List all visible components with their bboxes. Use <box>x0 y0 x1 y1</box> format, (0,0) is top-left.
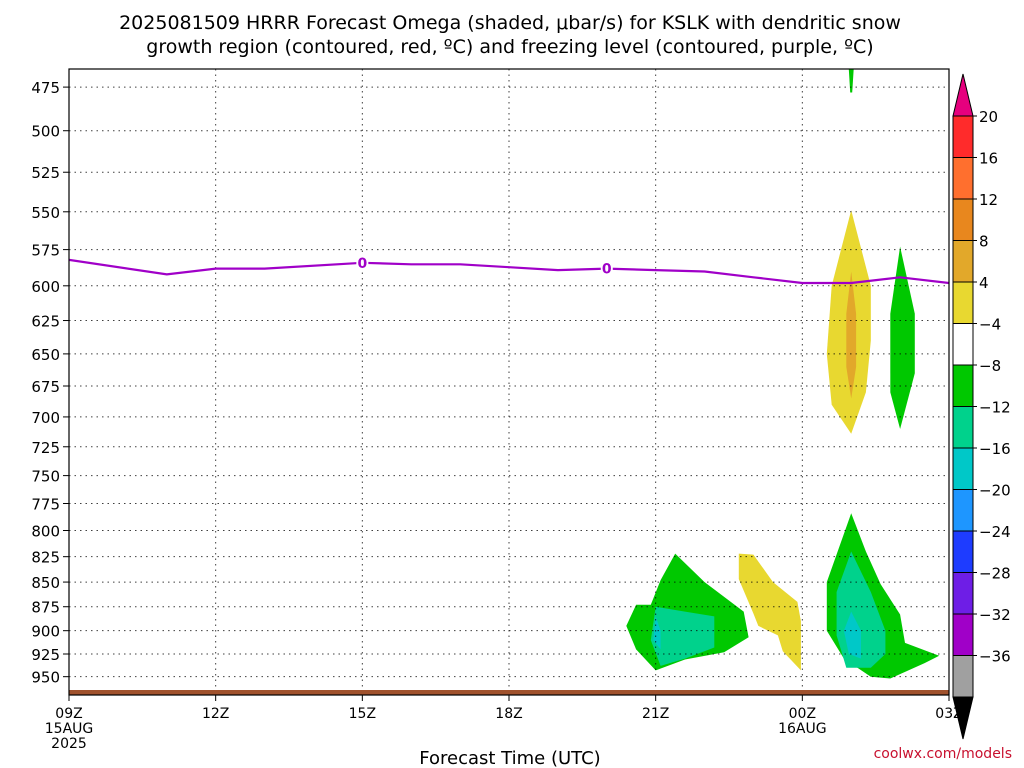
colorbar-bottom-arrow <box>952 696 974 740</box>
colorbar-segment-5 <box>952 281 974 324</box>
colorbar-label-12: −32 <box>979 606 1011 624</box>
omega-region-down-23Z-low-yellow <box>738 553 801 671</box>
colorbar-segment-12 <box>952 572 974 615</box>
y-tick-label-950: 950 <box>31 669 60 687</box>
y-tick-label-775: 775 <box>31 495 60 513</box>
colorbar: 20 16 12 8 4 −4 −8 −12 −16 −20 −24 −28 −32 −36 <box>952 73 1011 740</box>
colorbar-segment-11 <box>952 530 974 573</box>
chart-title-line-1: 2025081509 HRRR Forecast Omega (shaded, … <box>119 12 901 34</box>
y-tick-label-825: 825 <box>31 549 60 567</box>
colorbar-segment-4 <box>952 240 974 283</box>
y-tick-label-500: 500 <box>31 123 60 141</box>
omega-region-up-02Z-mid-green <box>890 246 915 429</box>
colorbar-label-5: −4 <box>979 316 1001 334</box>
colorbar-segment-7 <box>952 364 974 407</box>
y-tick-label-900: 900 <box>31 623 60 641</box>
y-tick-label-850: 850 <box>31 574 60 592</box>
chart-title-line-2: growth region (contoured, red, ºC) and f… <box>146 36 873 58</box>
colorbar-label-1: 16 <box>979 150 998 168</box>
credit-text: coolwx.com/models <box>874 746 1012 762</box>
x-tick-label-12: 21Z <box>642 706 669 722</box>
colorbar-segment-6 <box>952 323 974 366</box>
freezing-level-label-bg <box>356 254 369 270</box>
y-tick-label-575: 575 <box>31 242 60 260</box>
x-tick-label-0: 09Z 15AUG 2025 <box>45 706 94 752</box>
colorbar-label-0: 20 <box>979 108 998 126</box>
y-tick-label-800: 800 <box>31 523 60 541</box>
colorbar-segment-13 <box>952 613 974 656</box>
colorbar-segment-3 <box>952 198 974 241</box>
omega-region-down-01Z-mid-orange <box>846 271 857 399</box>
y-tick-label-725: 725 <box>31 439 60 457</box>
y-tick-label-700: 700 <box>31 409 60 427</box>
y-tick-label-550: 550 <box>31 204 60 222</box>
colorbar-label-3: 8 <box>979 233 989 251</box>
y-tick-label-625: 625 <box>31 313 60 331</box>
omega-region-up-21Z-low-cyan <box>653 616 661 650</box>
omega-shading <box>626 69 940 679</box>
y-tick-label-750: 750 <box>31 468 60 486</box>
colorbar-label-2: 12 <box>979 191 998 209</box>
freezing-level-label: 0 <box>602 262 612 278</box>
colorbar-segment-14 <box>952 655 974 698</box>
y-tick-label-675: 675 <box>31 378 60 396</box>
colorbar-segment-9 <box>952 447 974 490</box>
colorbar-segment-8 <box>952 406 974 449</box>
colorbar-label-13: −36 <box>979 648 1011 666</box>
y-tick-label-525: 525 <box>31 164 60 182</box>
y-tick-label-650: 650 <box>31 346 60 364</box>
colorbar-label-6: −8 <box>979 357 1001 375</box>
x-tick-label-9: 18Z <box>495 706 522 722</box>
x-tick-label-6: 15Z <box>349 706 376 722</box>
y-tick-label-600: 600 <box>31 278 60 296</box>
colorbar-label-11: −28 <box>979 565 1011 583</box>
colorbar-label-7: −12 <box>979 399 1011 417</box>
colorbar-label-8: −16 <box>979 440 1011 458</box>
y-tick-label-925: 925 <box>31 646 60 664</box>
x-axis-label: Forecast Time (UTC) <box>419 748 600 768</box>
omega-region-up-01Z-low-cyan <box>843 611 861 659</box>
colorbar-label-4: 4 <box>979 274 989 292</box>
colorbar-segment-2 <box>952 157 974 200</box>
colorbar-segment-10 <box>952 489 974 532</box>
omega-region-up-top-sliver-green <box>848 69 854 93</box>
grid <box>69 69 949 690</box>
colorbar-segment-1 <box>952 115 974 158</box>
omega-region-up-21Z-low-teal <box>650 606 715 666</box>
freezing-level-label-bg <box>600 260 613 276</box>
y-axis: 475 500 525 550 575 600 625 650 675 700 725 750 775 8… <box>31 79 69 687</box>
colorbar-label-10: −24 <box>979 523 1011 541</box>
freezing-level-line <box>69 258 949 285</box>
x-tick-label-15: 00Z 16AUG <box>778 706 827 737</box>
x-tick-label-3: 12Z <box>202 706 229 722</box>
freezing-level-label: 0 <box>357 256 367 272</box>
ground-strip <box>69 690 949 695</box>
y-tick-label-875: 875 <box>31 599 60 617</box>
y-tick-label-475: 475 <box>31 79 60 97</box>
colorbar-top-arrow <box>952 73 974 117</box>
colorbar-label-9: −20 <box>979 482 1011 500</box>
